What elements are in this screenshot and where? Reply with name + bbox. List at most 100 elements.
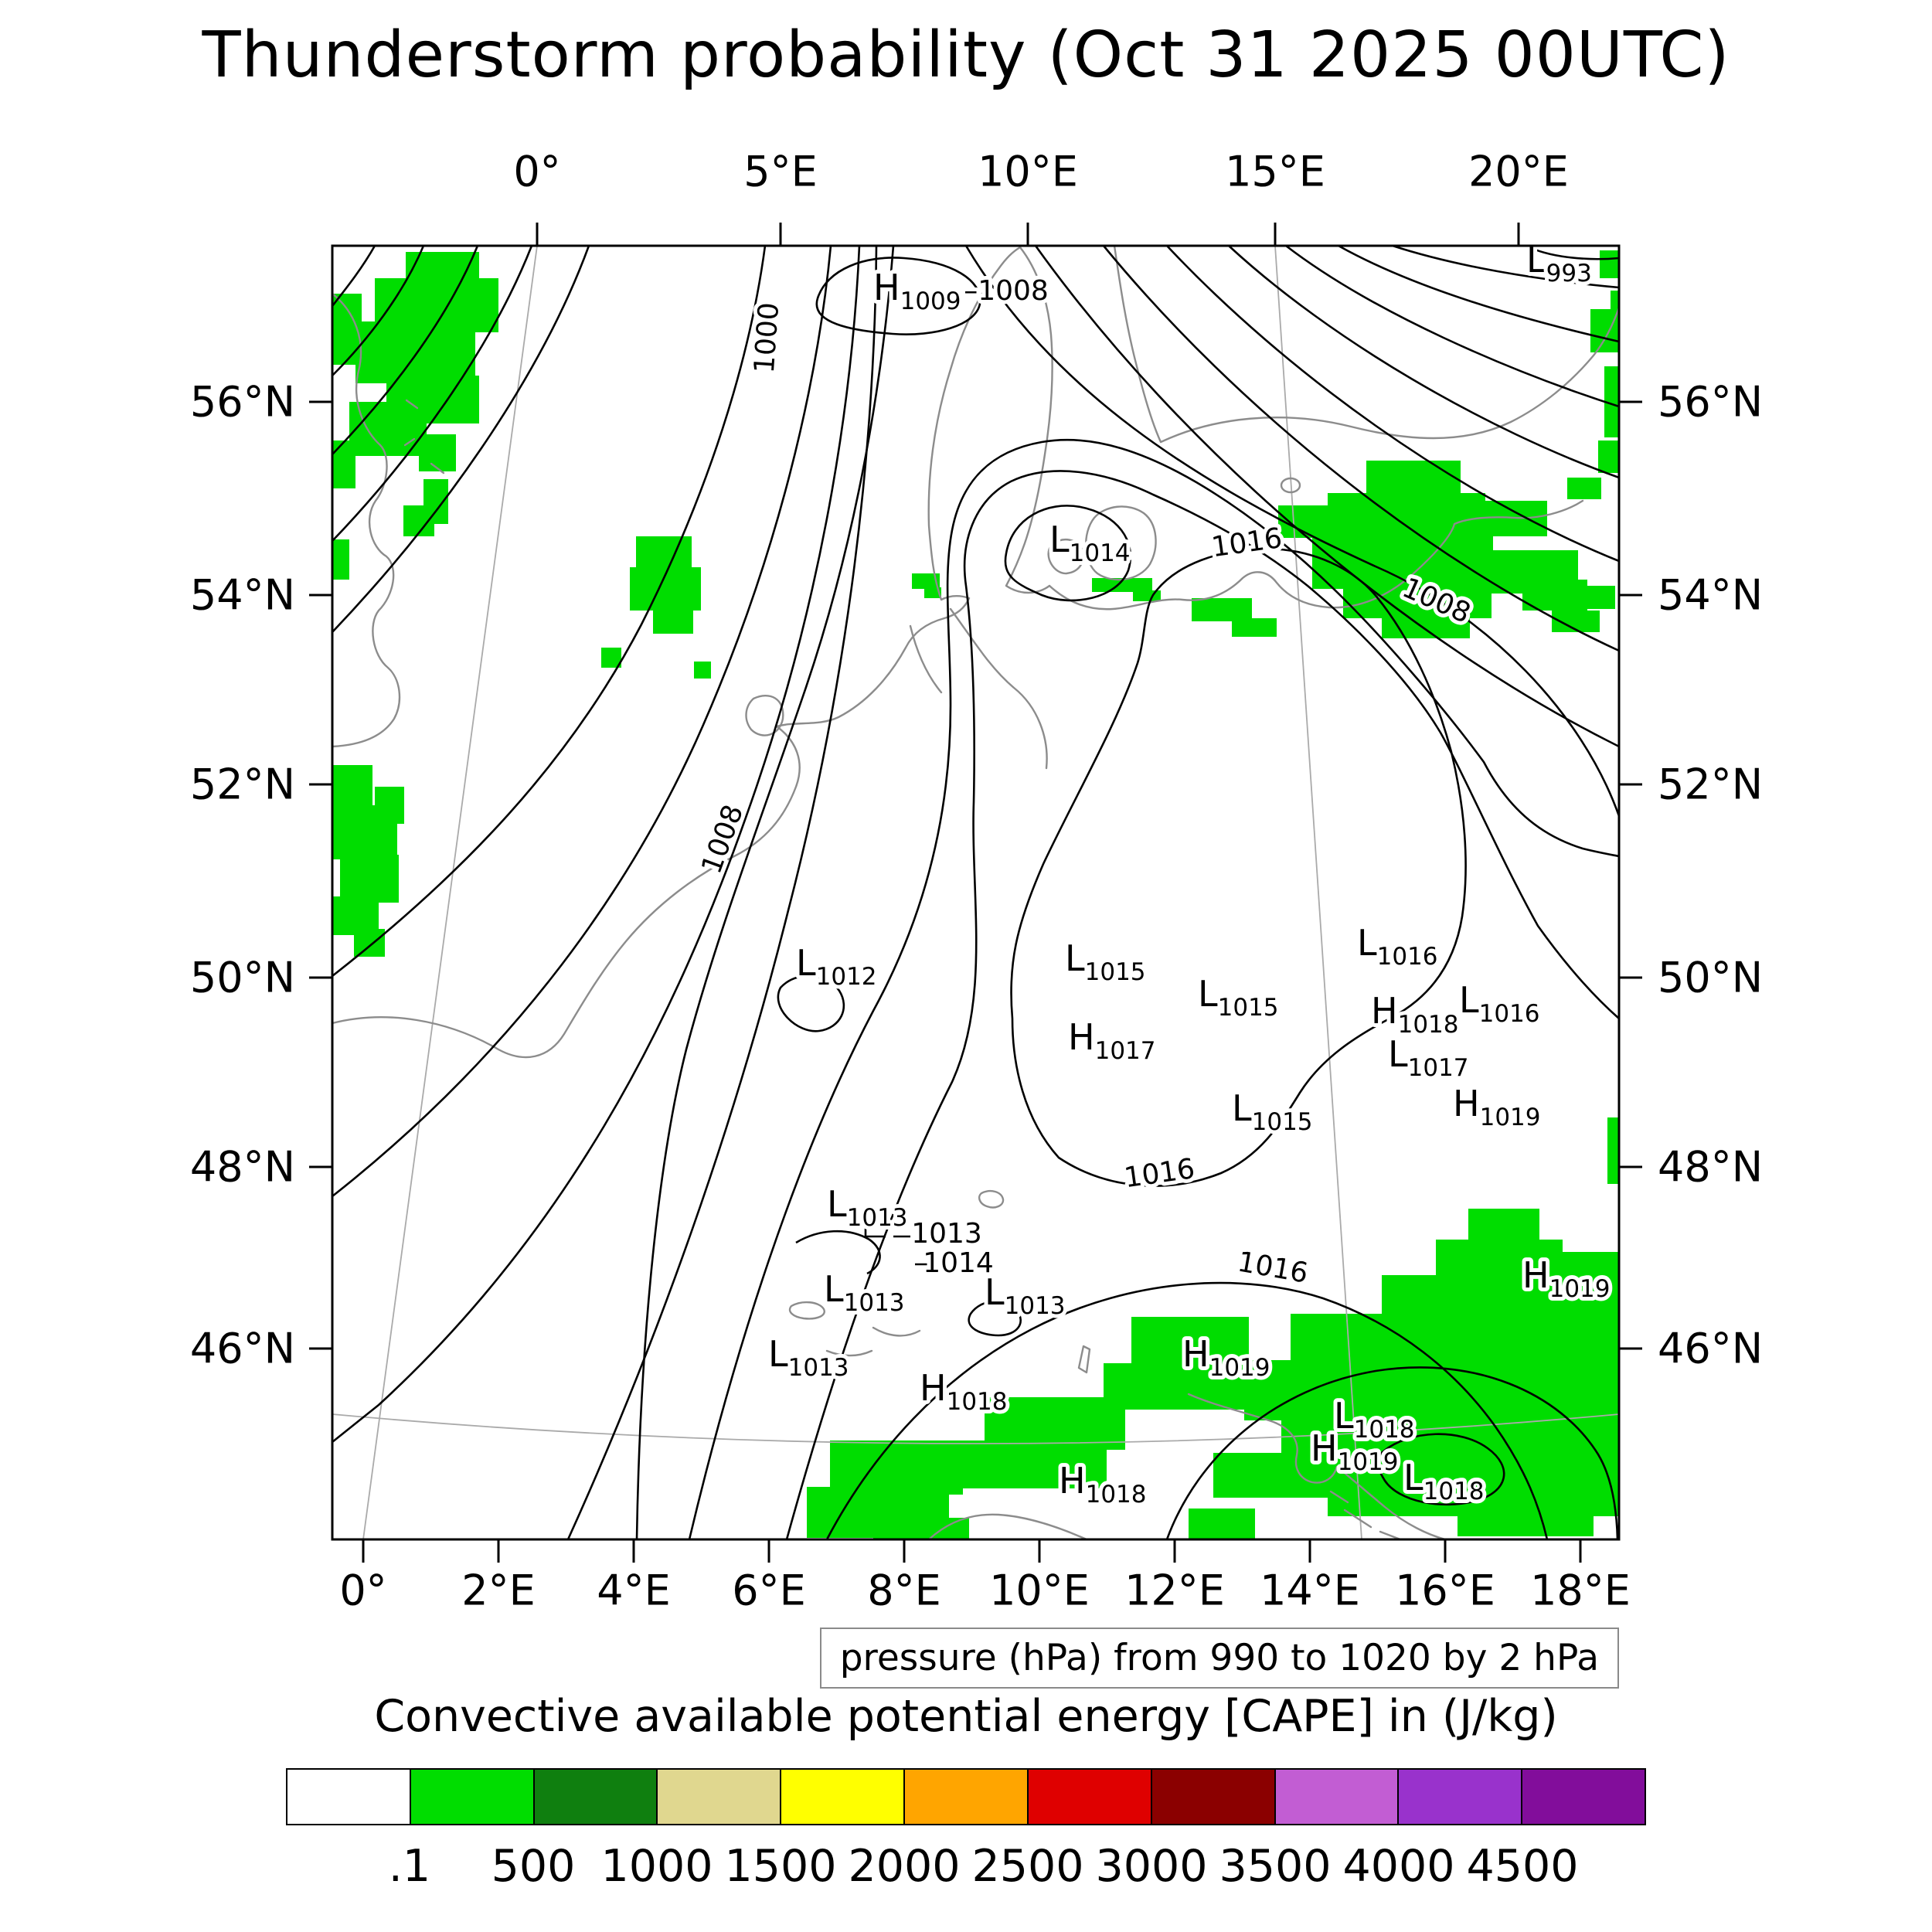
colorbar-tick-label: .1 (388, 1841, 431, 1892)
right-axis-label: 56°N (1658, 377, 1764, 427)
left-axis-label: 56°N (189, 377, 295, 427)
coast-adriatic (1187, 1393, 1447, 1541)
colorbar-cell (1522, 1770, 1645, 1824)
top-axis-label: 10°E (978, 147, 1078, 196)
isobar-1000-ne (1228, 245, 1620, 479)
bottom-axis-label: 6°E (732, 1566, 806, 1615)
alps-marks (825, 1326, 921, 1357)
bottom-axis-label: 0° (339, 1566, 387, 1615)
pressure-center-label: L1016 (1357, 922, 1438, 971)
isobar-1006 (566, 245, 878, 1540)
cape-shading-layer (332, 250, 1619, 1539)
river-elbe (949, 607, 1048, 770)
colorbar-tick-label: 1000 (600, 1841, 713, 1892)
coastline-layer (331, 244, 1621, 1541)
colorbar-cell (658, 1770, 782, 1824)
meridian-15e (1274, 245, 1362, 1540)
coast-baltic (1048, 499, 1584, 611)
colorbar-cell (781, 1770, 906, 1824)
bottom-axis-label: 10°E (989, 1566, 1090, 1615)
colorbar-tick-label: 500 (491, 1841, 576, 1892)
isobar-1008-ne (964, 245, 1621, 817)
pressure-center-label: L1013 (768, 1333, 849, 1382)
coast-islets (403, 399, 445, 474)
isobar-1013-alps-hook (795, 1230, 881, 1275)
pressure-center-label: H1019 (1453, 1083, 1541, 1131)
isobar-value-label: 1013 (911, 1218, 982, 1250)
bottom-axis-label: 14°E (1260, 1566, 1360, 1615)
top-axis-label: 20°E (1468, 147, 1569, 196)
coast-liguria (927, 1513, 1088, 1541)
isobar-value-label: 1016 (1122, 1153, 1196, 1194)
pressure-center-label: L1018 (1334, 1395, 1415, 1444)
isobar-value-label: 1000 (749, 301, 785, 374)
pressure-center-label: L1018 (1403, 1457, 1485, 1505)
lake-geneva (788, 1301, 825, 1320)
isobar-1013-alps-loop (968, 1300, 1022, 1337)
colorbar-cell (905, 1770, 1029, 1824)
isobar-1002-ne (1166, 245, 1620, 563)
right-axis-label: 54°N (1658, 570, 1764, 620)
bottom-axis-label: 16°E (1395, 1566, 1495, 1615)
pressure-center-label: L1014 (1049, 519, 1131, 567)
colorbar-cell (1399, 1770, 1523, 1824)
isobar-992 (332, 245, 425, 376)
top-axis-label: 15°E (1225, 147, 1325, 196)
colorbar-tick-label: 3500 (1219, 1841, 1332, 1892)
pressure-center-label: L1015 (1065, 937, 1146, 986)
isobar-1004-ne (1102, 245, 1620, 652)
isobar-1008-west (635, 245, 895, 1540)
bottom-axis-label: 12°E (1124, 1566, 1225, 1615)
isobar-994 (332, 245, 479, 455)
isobar-998 (332, 245, 590, 633)
isobar-1002 (332, 245, 832, 1198)
coast-mainland (331, 246, 1022, 1059)
right-axis-label: 48°N (1658, 1142, 1764, 1192)
pressure-center-label: L1016 (1459, 979, 1540, 1028)
colorbar-tick-label: 1500 (724, 1841, 837, 1892)
right-axis-label: 52°N (1658, 760, 1764, 809)
isobar-990 (331, 245, 376, 307)
tick-marks (309, 223, 1642, 1563)
isobar-1010 (688, 438, 1620, 1540)
parallel-45n (332, 1413, 1620, 1444)
lake-constance (978, 1190, 1005, 1209)
pressure-center-label: L1017 (1388, 1033, 1469, 1082)
left-axis-label: 54°N (189, 570, 295, 620)
pressure-center-label: L1013 (824, 1268, 905, 1317)
isobar-label-dashes (864, 1227, 934, 1266)
left-axis-label: 50°N (189, 953, 295, 1002)
isobar-1008-high-loop (815, 257, 981, 335)
isobar-998-ne (1285, 244, 1620, 408)
isobar-1014-low-loop (1004, 505, 1132, 602)
coast-britain (331, 292, 401, 748)
pressure-center-label: L1012 (796, 942, 877, 991)
bottom-axis-label: 4°E (597, 1566, 671, 1615)
pressure-center-label: L1013 (985, 1271, 1066, 1320)
left-axis-label: 46°N (189, 1324, 295, 1373)
isobar-layer (331, 244, 1621, 1540)
colorbar-cell (1151, 1770, 1276, 1824)
colorbar-title: Convective available potential energy [C… (374, 1691, 1558, 1742)
isobar-value-label: 1008 (696, 801, 750, 878)
pressure-center-label: H1018 (1059, 1460, 1147, 1509)
isobar-1004 (332, 245, 861, 1444)
isobar-1016-south (825, 1281, 1549, 1540)
coast-sweden (1113, 244, 1621, 444)
colorbar-cell (287, 1770, 411, 1824)
island-funen (1047, 539, 1085, 575)
map-frame (331, 244, 1621, 1541)
right-axis-label: 50°N (1658, 953, 1764, 1002)
colorbar-tick-label: 2500 (971, 1841, 1084, 1892)
island-zealand (1085, 505, 1157, 581)
isobar-value-label: –1008 (964, 275, 1049, 307)
isobar-1012-low-loop (777, 975, 845, 1032)
top-axis-label: 5°E (743, 147, 818, 196)
pressure-center-label: H1018 (1371, 990, 1459, 1039)
pressure-center-label: L1015 (1198, 973, 1279, 1022)
pressure-center-label: H1018 (920, 1367, 1008, 1416)
right-axis-label: 46°N (1658, 1324, 1764, 1373)
colorbar-tick-label: 4000 (1342, 1841, 1455, 1892)
meridian-0e (362, 245, 538, 1540)
